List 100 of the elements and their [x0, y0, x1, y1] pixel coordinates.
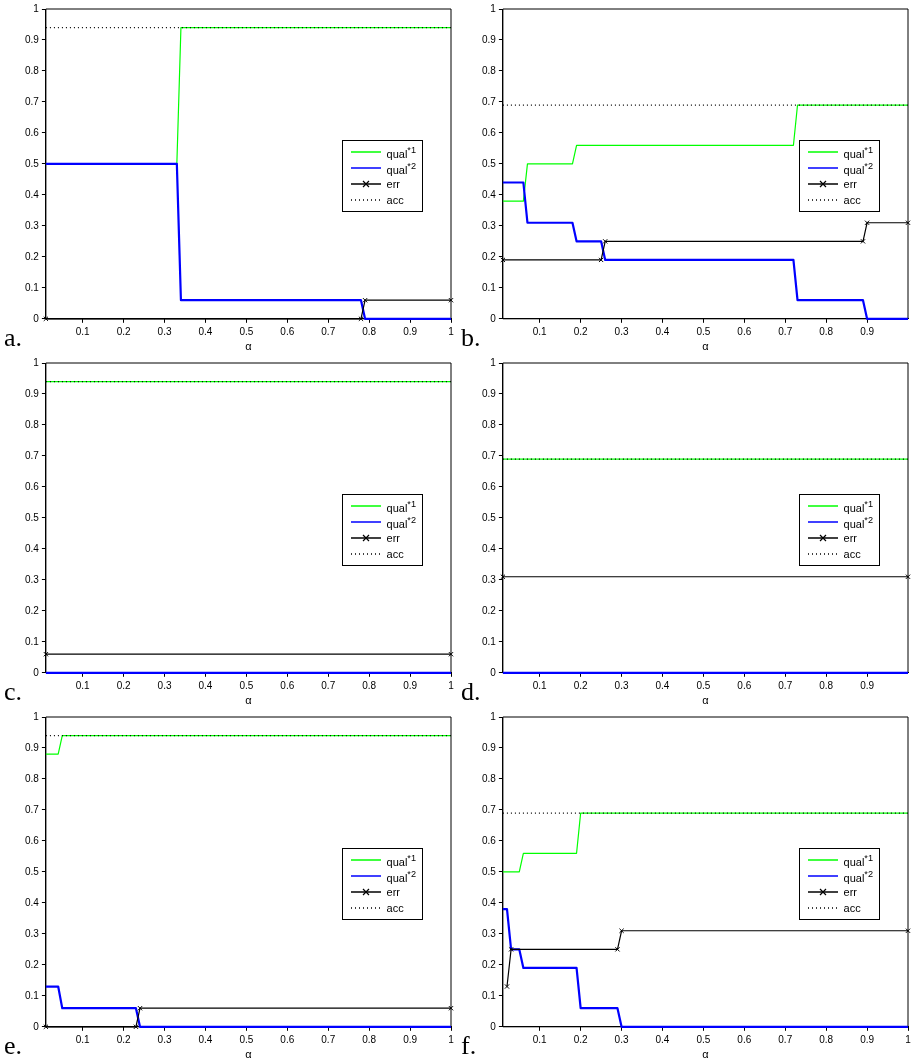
x-tick-label: 0.9	[860, 1033, 875, 1045]
legend-label: acc	[843, 902, 861, 914]
x-tick-label: 0.3	[157, 1033, 172, 1045]
text: e.	[4, 1031, 23, 1060]
x-tick-label: 0.6	[280, 325, 295, 337]
x-tick-label: 0.1	[75, 1033, 91, 1045]
x-tick-label: 0.5	[239, 1033, 254, 1045]
x-tick-label: 0.6	[737, 679, 752, 691]
y-tick-label: 1	[33, 2, 40, 14]
y-tick-label: 0.8	[482, 64, 497, 76]
y-tick-label: 0.7	[25, 449, 40, 461]
x-tick-label: 0.3	[614, 1033, 629, 1045]
y-tick-label: 0.2	[482, 604, 497, 616]
x-axis-title: α	[702, 340, 710, 353]
x-tick-label: 0.8	[362, 1033, 377, 1045]
y-tick-label: 0.2	[482, 958, 497, 970]
point	[614, 946, 621, 952]
y-tick-label: 0.8	[25, 64, 40, 76]
legend-label: qual$^{*2}$	[386, 514, 416, 530]
x-tick-label: 0.7	[321, 1033, 336, 1045]
y-tick-label: 0.1	[25, 635, 40, 647]
point	[602, 238, 608, 244]
x-tick-label: 0.1	[532, 325, 548, 337]
y-tick-label: 1	[490, 356, 497, 368]
legend-label: err	[386, 178, 400, 190]
y-tick-label: 0.6	[482, 126, 497, 138]
y-tick-label: 0.4	[25, 542, 40, 554]
point	[508, 946, 514, 952]
x-tick-label: 0.4	[655, 679, 670, 691]
y-tick-label: 0.6	[25, 834, 40, 846]
legend-label: qual$^{*2}$	[386, 160, 416, 176]
y-tick-label: 0.6	[482, 480, 497, 492]
x-tick-label: 0.4	[198, 1033, 213, 1045]
y-tick-label: 1	[490, 2, 497, 14]
y-tick-label: 0.8	[25, 772, 40, 784]
point	[598, 257, 604, 263]
y-tick-label: 0.6	[25, 126, 40, 138]
y-tick-label: 0	[33, 312, 40, 324]
y-tick-label: 0.8	[25, 418, 40, 430]
y-tick-label: 0.5	[482, 157, 497, 169]
legend-label: err	[843, 532, 857, 544]
x-tick-label: 0.6	[280, 679, 295, 691]
x-tick-label: 0.6	[280, 1033, 295, 1045]
x-tick-label: 0.4	[655, 1033, 670, 1045]
x-tick-label: 0.2	[573, 325, 589, 337]
y-tick-label: 0.8	[482, 772, 497, 784]
y-tick-label: 0.1	[25, 281, 40, 293]
x-tick-label: 0.7	[778, 325, 793, 337]
y-tick-label: 0.9	[482, 33, 497, 45]
legend-label: acc	[386, 194, 404, 206]
x-tick-label: 0.9	[860, 325, 875, 337]
y-tick-label: 0.9	[25, 387, 40, 399]
x-tick-label: 0.2	[116, 1033, 132, 1045]
x-tick-label: 0.9	[403, 325, 418, 337]
y-tick-label: 0.9	[482, 387, 497, 399]
legend-label: acc	[843, 194, 861, 206]
x-tick-label: 0.1	[75, 679, 91, 691]
y-tick-label: 0.2	[482, 250, 497, 262]
x-tick-label: 0.1	[532, 1033, 548, 1045]
y-tick-label: 0.5	[25, 157, 40, 169]
x-tick-label: 0.2	[116, 325, 132, 337]
x-tick-label: 0.7	[321, 679, 336, 691]
y-tick-label: 0.7	[482, 95, 497, 107]
y-tick-label: 0.5	[25, 865, 40, 877]
x-tick-label: 0.5	[696, 1033, 711, 1045]
x-tick-label: 0.5	[239, 679, 254, 691]
y-tick-label: 1	[33, 710, 40, 722]
text: f.	[461, 1031, 477, 1060]
y-tick-label: 0.4	[25, 896, 40, 908]
x-tick-label: 1	[448, 679, 455, 691]
legend-label: err	[843, 178, 857, 190]
x-axis-title: α	[702, 1048, 710, 1061]
y-tick-label: 0.4	[482, 896, 497, 908]
legend-label: qual$^{*1}$	[386, 852, 416, 868]
point	[618, 928, 625, 934]
x-tick-label: 0.7	[778, 1033, 793, 1045]
point	[860, 238, 866, 244]
y-tick-label: 0.6	[482, 834, 497, 846]
legend-label: acc	[386, 548, 404, 560]
legend-label: err	[386, 532, 400, 544]
x-tick-label: 1	[448, 1033, 455, 1045]
y-tick-label: 0.7	[482, 803, 497, 815]
point	[864, 220, 870, 226]
legend-label: qual$^{*1}$	[843, 144, 873, 160]
x-tick-label: 0.4	[655, 325, 670, 337]
x-tick-label: 0.4	[198, 325, 213, 337]
x-tick-label: 0.6	[737, 325, 752, 337]
x-tick-label: 0.2	[116, 679, 132, 691]
text: d.	[461, 677, 481, 706]
y-tick-label: 0.1	[482, 989, 497, 1001]
legend-label: err	[386, 886, 400, 898]
y-tick-label: 0	[33, 666, 40, 678]
x-tick-label: 0.3	[614, 325, 629, 337]
y-tick-label: 0	[490, 666, 497, 678]
x-axis-title: α	[245, 694, 253, 707]
x-tick-label: 0.3	[614, 679, 629, 691]
x-tick-label: 0.1	[532, 679, 548, 691]
legend-label: qual$^{*2}$	[843, 514, 873, 530]
x-tick-label: 0.2	[573, 1033, 589, 1045]
y-tick-label: 0.1	[482, 281, 497, 293]
